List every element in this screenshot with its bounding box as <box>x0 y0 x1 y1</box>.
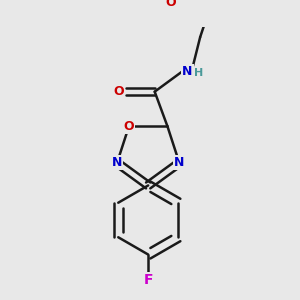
Text: O: O <box>124 120 134 133</box>
Text: N: N <box>182 65 193 78</box>
Text: F: F <box>143 273 153 287</box>
Text: N: N <box>112 156 122 169</box>
Text: N: N <box>174 156 184 169</box>
Text: H: H <box>194 68 203 79</box>
Text: O: O <box>165 0 176 9</box>
Text: O: O <box>113 85 124 98</box>
